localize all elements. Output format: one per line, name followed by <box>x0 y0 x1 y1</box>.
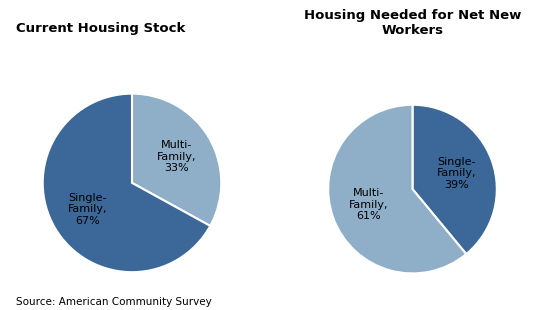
Wedge shape <box>132 94 221 226</box>
Wedge shape <box>43 94 210 272</box>
Text: Multi-
Family,
61%: Multi- Family, 61% <box>349 188 389 221</box>
Text: Single-
Family,
39%: Single- Family, 39% <box>436 157 476 190</box>
Text: Single-
Family,
67%: Single- Family, 67% <box>68 193 107 226</box>
Text: Housing Needed for Net New
Workers: Housing Needed for Net New Workers <box>304 9 521 37</box>
Text: Multi-
Family,
33%: Multi- Family, 33% <box>157 140 196 173</box>
Wedge shape <box>328 105 466 273</box>
Text: Current Housing Stock: Current Housing Stock <box>16 22 186 35</box>
Text: Source: American Community Survey: Source: American Community Survey <box>16 297 212 307</box>
Wedge shape <box>412 105 497 254</box>
